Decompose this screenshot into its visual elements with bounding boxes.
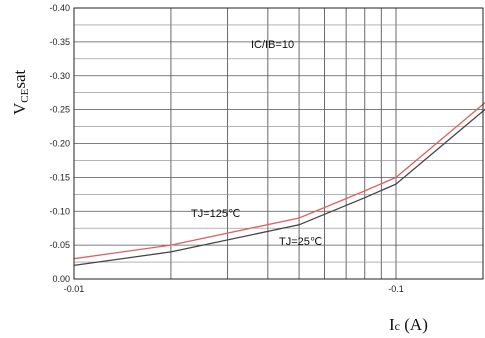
tj125-annotation: TJ=125℃ [191, 208, 240, 220]
y-tick-label: -0.35 [49, 37, 70, 47]
y-tick-label: -0.05 [49, 240, 70, 250]
x-axis-title: Ic (A) [389, 315, 428, 334]
y-tick-label: -0.20 [49, 139, 70, 149]
x-tick-label: -0.1 [388, 284, 404, 294]
tj25-annotation: TJ=25℃ [279, 236, 322, 248]
series-line-tj25 [73, 108, 485, 267]
condition-annotation: IC/IB=10 [251, 39, 294, 51]
y-tick-label: -0.15 [49, 172, 70, 182]
tick-labels: 0.00 -0.05 -0.10 -0.15 -0.20 -0.25 -0.30 -0.35 -… [49, 3, 403, 294]
x-axis-title-suffix: (A) [400, 315, 428, 334]
y-tick-label: -0.25 [49, 105, 70, 115]
y-tick-label: -0.40 [49, 3, 70, 13]
y-tick-label: 0.00 [52, 274, 70, 284]
y-axis-title-sub: CE [19, 88, 31, 102]
y-axis-title-suffix: sat [10, 69, 29, 88]
x-axis-title-sub: c [395, 319, 400, 333]
x-tick-label: -0.01 [64, 284, 85, 294]
y-axis-title: VCEsat [10, 69, 31, 115]
grid [74, 8, 483, 279]
x-axis-title-main: I [389, 315, 395, 334]
y-tick-label: -0.30 [49, 71, 70, 81]
plot-frame [73, 7, 484, 280]
curves [73, 101, 485, 267]
series-line-tj125 [73, 101, 485, 260]
y-axis-title-main: V [10, 102, 29, 115]
y-tick-label: -0.10 [49, 206, 70, 216]
